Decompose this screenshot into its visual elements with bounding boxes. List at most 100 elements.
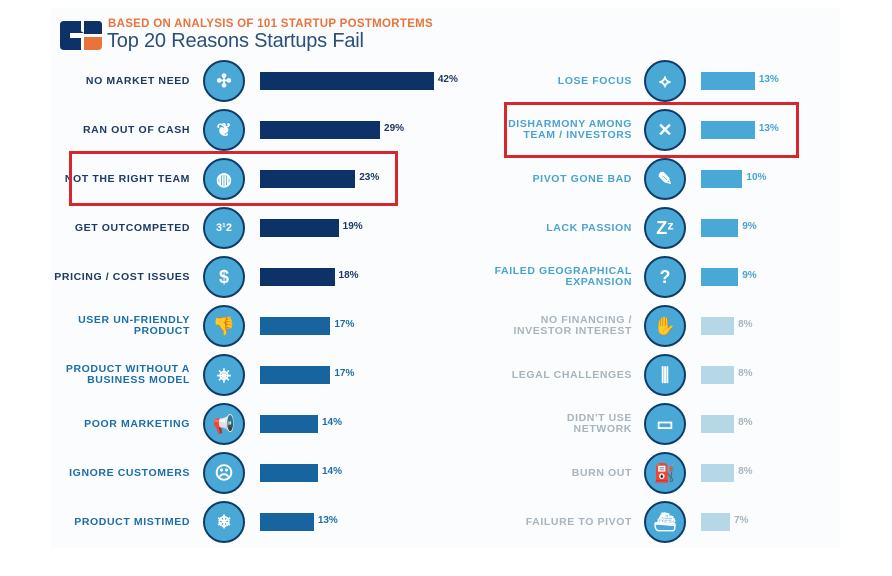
value-label: 29% bbox=[384, 123, 405, 134]
chart-row: RAN OUT OF CASH ❦ 29% bbox=[0, 108, 892, 152]
category-label: BURN OUT bbox=[571, 466, 632, 479]
value-label: 17% bbox=[334, 319, 355, 330]
category-label: FAILURE TO PIVOT bbox=[525, 515, 632, 528]
value-label: 8% bbox=[738, 417, 753, 428]
bar bbox=[701, 317, 735, 335]
podium-icon: 3¹2 bbox=[203, 207, 245, 249]
bar bbox=[701, 415, 735, 433]
value-label: 9% bbox=[742, 221, 757, 232]
bar bbox=[260, 72, 434, 90]
value-label: 10% bbox=[746, 172, 767, 183]
highlight-box-disharmony bbox=[504, 102, 799, 158]
value-label: 17% bbox=[334, 368, 355, 379]
icon-glyph: ☹ bbox=[214, 462, 234, 483]
chart-row: PRODUCT MISTIMED ❄ 13% bbox=[0, 500, 892, 544]
chart-row: LEGAL CHALLENGES ⫼ 8% bbox=[0, 353, 892, 397]
value-label: 13% bbox=[758, 123, 779, 134]
highlight-box-not-the-right-team bbox=[69, 151, 398, 206]
icon-glyph: ✋ bbox=[653, 315, 677, 336]
sinking-ship-icon: ⛴ bbox=[644, 501, 686, 543]
value-label: 19% bbox=[342, 221, 363, 232]
snowflake-icon: ❄ bbox=[203, 501, 245, 543]
bar bbox=[260, 366, 331, 384]
icon-glyph: ⎈ bbox=[216, 364, 232, 385]
chart-row: GET OUTCOMPETED 3¹2 19% bbox=[0, 206, 892, 250]
cb-insights-logo-icon bbox=[60, 21, 102, 50]
bar bbox=[260, 268, 335, 286]
bar bbox=[701, 170, 743, 188]
category-label: LACK PASSION bbox=[546, 221, 632, 234]
thumbs-down-icon: 👎 bbox=[203, 305, 245, 347]
icon-glyph: 📢 bbox=[212, 413, 236, 434]
chart-row: LACK PASSION Zᶻ 9% bbox=[0, 206, 892, 250]
bar bbox=[260, 415, 318, 433]
chart-row: USER UN-FRIENDLY PRODUCT 👎 17% bbox=[0, 304, 892, 348]
category-label: LOSE FOCUS bbox=[557, 74, 632, 87]
chart-title: Top 20 Reasons Startups Fail bbox=[107, 30, 364, 52]
bar bbox=[260, 513, 314, 531]
coins-icon: $ bbox=[203, 256, 245, 298]
empty-hand-icon: ✋ bbox=[644, 305, 686, 347]
category-label: USER UN-FRIENDLY PRODUCT bbox=[78, 314, 190, 337]
ignoring-face-icon: ☹ bbox=[203, 452, 245, 494]
category-label: FAILED GEOGRAPHICAL EXPANSION bbox=[494, 265, 632, 288]
value-label: 7% bbox=[733, 515, 749, 526]
category-label: PRICING / COST ISSUES bbox=[54, 270, 190, 283]
jail-bars-icon: ⫼ bbox=[644, 354, 686, 396]
bar bbox=[260, 317, 331, 335]
category-label: GET OUTCOMPETED bbox=[74, 221, 190, 234]
megaphone-icon: 📢 bbox=[203, 403, 245, 445]
bar bbox=[701, 464, 735, 482]
value-label: 13% bbox=[317, 515, 338, 526]
map-pin-question-icon: ? bbox=[644, 256, 686, 298]
icon-glyph: 👎 bbox=[212, 315, 236, 336]
icon-glyph: ✣ bbox=[216, 70, 232, 91]
bar bbox=[701, 268, 739, 286]
category-label: DIDN'T USE NETWORK bbox=[566, 412, 632, 435]
value-label: 13% bbox=[758, 74, 779, 85]
chart-row: FAILED GEOGRAPHICAL EXPANSION? 9% bbox=[0, 255, 892, 299]
category-label: PRODUCT MISTIMED bbox=[74, 515, 190, 528]
chart-row: FAILURE TO PIVOT ⛴ 7% bbox=[0, 500, 892, 544]
bar bbox=[701, 72, 755, 90]
value-label: 9% bbox=[742, 270, 757, 281]
value-label: 8% bbox=[738, 368, 753, 379]
category-label: IGNORE CUSTOMERS bbox=[69, 466, 190, 479]
chart-row: PIVOT GONE BAD ✎ 10% bbox=[0, 157, 892, 201]
icon-glyph: ◍ bbox=[216, 168, 232, 189]
chart-row: NO FINANCING / INVESTOR INTEREST ✋ 8% bbox=[0, 304, 892, 348]
icon-glyph: ⛽ bbox=[653, 462, 677, 483]
value-label: 14% bbox=[321, 417, 342, 428]
bar bbox=[260, 464, 318, 482]
category-label: RAN OUT OF CASH bbox=[83, 123, 190, 136]
value-label: 8% bbox=[738, 319, 753, 330]
chart-row: PRODUCT WITHOUT A BUSINESS MODEL ⎈ 17% bbox=[0, 353, 892, 397]
value-label: 23% bbox=[359, 172, 380, 183]
laptop-network-icon: ▭ bbox=[644, 403, 686, 445]
chart-row: NO MARKET NEED ✣ 42% bbox=[0, 59, 892, 103]
icon-glyph: Zᶻ bbox=[656, 217, 674, 238]
team-player-icon: ◍ bbox=[203, 158, 245, 200]
bar bbox=[701, 219, 739, 237]
icon-glyph: ▭ bbox=[656, 413, 674, 434]
fuel-pump-icon: ⛽ bbox=[644, 452, 686, 494]
icon-glyph: ✎ bbox=[657, 168, 673, 189]
icon-glyph: ✕ bbox=[657, 119, 673, 140]
chart-row: DIDN'T USE NETWORK ▭ 8% bbox=[0, 402, 892, 446]
value-label: 14% bbox=[321, 466, 342, 477]
bar bbox=[260, 219, 339, 237]
broken-pencil-icon: ✎ bbox=[644, 158, 686, 200]
chart-row: LOSE FOCUS ⟡ 13% bbox=[0, 59, 892, 103]
bar bbox=[701, 121, 755, 139]
value-label: 42% bbox=[437, 74, 458, 85]
icon-glyph: ⫼ bbox=[660, 364, 670, 385]
bar bbox=[260, 170, 356, 188]
bar bbox=[701, 366, 735, 384]
category-label: PRODUCT WITHOUT A BUSINESS MODEL bbox=[65, 363, 190, 386]
chart-row: NOT THE RIGHT TEAM ◍ 23% bbox=[0, 157, 892, 201]
chart-row: DISHARMONY AMONG TEAM / INVESTORS ✕ 13% bbox=[0, 108, 892, 152]
icon-glyph: ❄ bbox=[216, 511, 232, 532]
category-label: PIVOT GONE BAD bbox=[532, 172, 632, 185]
puzzle-icon: ✣ bbox=[203, 60, 245, 102]
chart-row: BURN OUT ⛽ 8% bbox=[0, 451, 892, 495]
